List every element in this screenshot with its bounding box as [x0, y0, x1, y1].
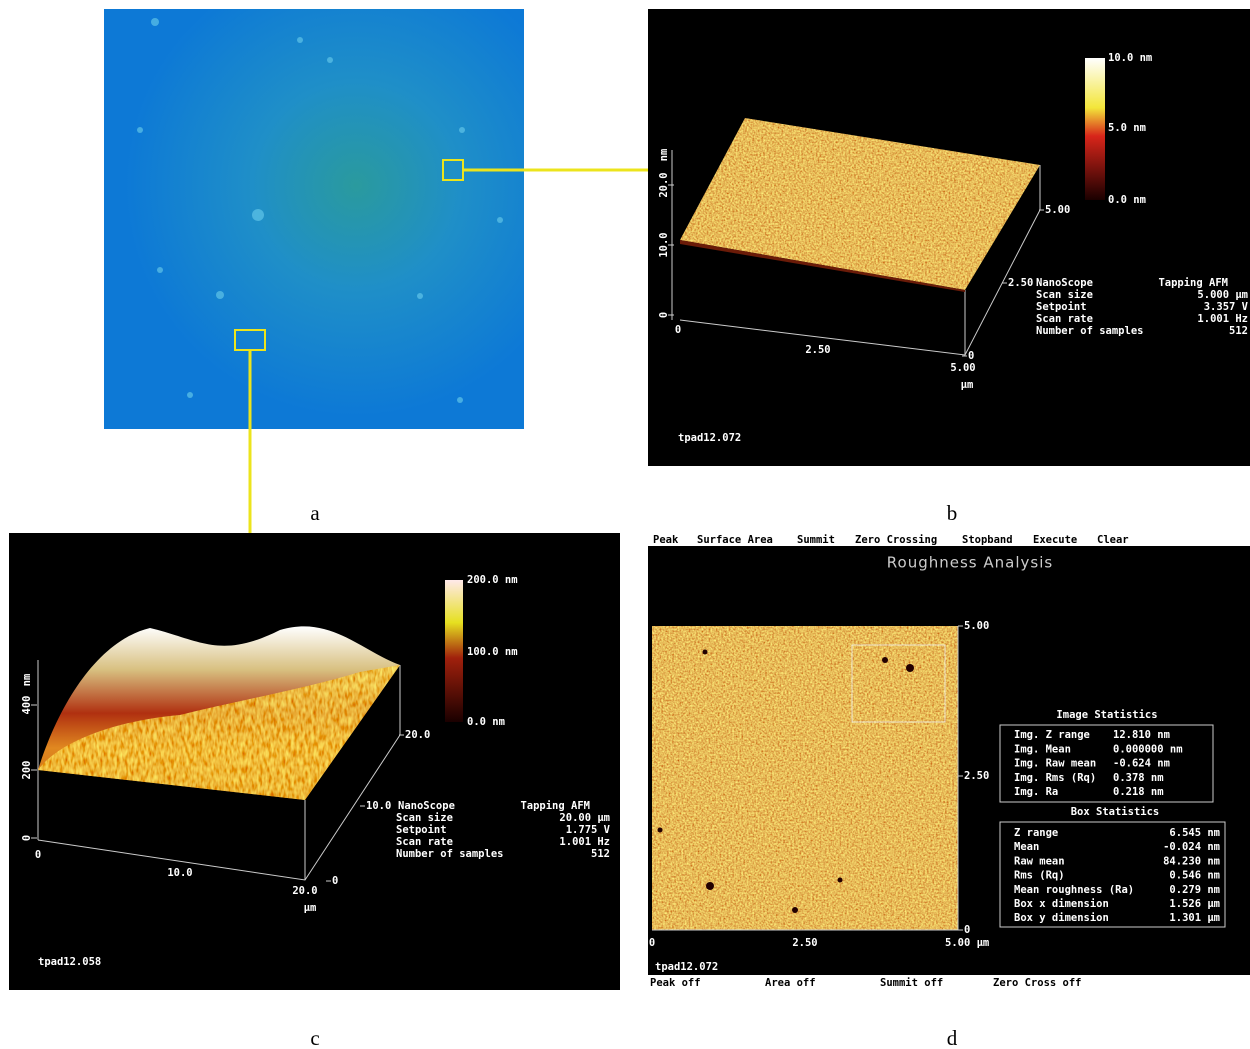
info-value: 1.775 V: [566, 824, 611, 836]
info-label: Number of samples: [1036, 325, 1143, 337]
stat-value: -0.624 nm: [1113, 758, 1170, 770]
colorbar: [1085, 58, 1105, 200]
stat-value: 0.378 nm: [1113, 772, 1164, 784]
y-tick-label: 2.50: [1008, 277, 1033, 289]
filename: tpad12.058: [38, 956, 101, 968]
x-tick-label: 2.50: [792, 937, 817, 949]
x-tick-label: 0: [35, 849, 41, 861]
status-item: Area off: [765, 977, 816, 989]
x-axis-unit: µm: [961, 379, 974, 391]
mode: Tapping AFM: [520, 800, 590, 812]
mode: Tapping AFM: [1158, 277, 1228, 289]
stat-value: 0.546 nm: [1169, 870, 1220, 882]
stat-label: Img. Raw mean: [1014, 758, 1096, 770]
stat-label: Img. Z range: [1014, 729, 1090, 741]
info-label: Scan rate: [1036, 313, 1093, 325]
filename: tpad12.072: [655, 961, 718, 973]
colorbar-label: 10.0 nm: [1108, 52, 1152, 64]
stat-label: Img. Rms (Rq): [1014, 772, 1096, 784]
panel-label: d: [947, 1026, 958, 1049]
colorbar-label: 100.0 nm: [467, 646, 518, 658]
y-tick-label: 0: [332, 875, 338, 887]
y-tick-label: 20.0: [405, 729, 430, 741]
menu-item[interactable]: Summit: [797, 534, 835, 546]
analysis-title: Roughness Analysis: [887, 554, 1053, 572]
menu-item[interactable]: Clear: [1097, 534, 1129, 546]
filename: tpad12.072: [678, 432, 741, 444]
z-axis-unit: nm: [658, 149, 670, 162]
panel-label: c: [310, 1026, 319, 1049]
menu-item[interactable]: Surface Area: [697, 534, 773, 546]
info-value: 1.001 Hz: [559, 836, 610, 848]
colorbar-label: 5.0 nm: [1108, 122, 1146, 134]
colorbar-label: 200.0 nm: [467, 574, 518, 586]
stat-label: Box y dimension: [1014, 912, 1109, 924]
y-tick-label: 5.00: [1045, 204, 1070, 216]
menu-item[interactable]: Peak: [653, 534, 679, 546]
y-tick-label: 0: [968, 350, 974, 362]
info-value: 512: [1229, 325, 1248, 337]
y-tick-label: 2.50: [964, 770, 989, 782]
x-tick-label: 0: [649, 937, 655, 949]
stat-label: Raw mean: [1014, 855, 1065, 867]
status-item: Zero Cross off: [993, 977, 1082, 989]
stat-label: Box x dimension: [1014, 898, 1109, 910]
x-tick-label: 10.0: [167, 867, 192, 879]
menu-item[interactable]: Zero Crossing: [855, 534, 937, 546]
info-label: Number of samples: [396, 848, 503, 860]
stat-label: Mean: [1014, 841, 1039, 853]
stat-label: Img. Ra: [1014, 786, 1058, 798]
y-tick-label: 5.00: [964, 620, 989, 632]
info-value: 20.00 µm: [559, 812, 610, 824]
x-tick-label: 5.00 µm: [945, 937, 989, 949]
y-tick-label: 10.0: [366, 800, 391, 812]
stat-label: Z range: [1014, 827, 1058, 839]
info-value: 1.001 Hz: [1197, 313, 1248, 325]
stat-value: 1.301 µm: [1169, 912, 1220, 924]
status-item: Peak off: [650, 977, 701, 989]
stats-title: Box Statistics: [1071, 806, 1160, 818]
instrument: NanoScope: [1036, 277, 1093, 289]
stat-value: 0.279 nm: [1169, 884, 1220, 896]
info-label: Scan rate: [396, 836, 453, 848]
stat-label: Rms (Rq): [1014, 870, 1065, 882]
colorbar-label: 0.0 nm: [1108, 194, 1146, 206]
stat-label: Mean roughness (Ra): [1014, 884, 1134, 896]
info-label: Setpoint: [396, 824, 447, 836]
stat-value: 1.526 µm: [1169, 898, 1220, 910]
y-tick-label: 0: [964, 924, 970, 936]
colorbar-label: 0.0 nm: [467, 716, 505, 728]
info-label: Scan size: [396, 812, 453, 824]
panel-label: b: [947, 501, 958, 525]
info-value: 5.000 µm: [1197, 289, 1248, 301]
stat-value: 6.545 nm: [1169, 827, 1220, 839]
stat-label: Img. Mean: [1014, 743, 1071, 755]
info-label: Scan size: [1036, 289, 1093, 301]
colorbar: [445, 580, 463, 722]
figure: a b c d 0 10.0 20.0 nm 0 2.50 5.00 µm 0 2.50 5.00 10.0 …: [0, 0, 1250, 1049]
x-tick-label: 20.0: [292, 885, 317, 897]
x-axis-unit: µm: [304, 902, 317, 914]
menu-item[interactable]: Stopband: [962, 534, 1013, 546]
stat-value: 0.000000 nm: [1113, 743, 1183, 755]
info-label: Setpoint: [1036, 301, 1087, 313]
x-tick-label: 0: [675, 324, 681, 336]
stat-value: 12.810 nm: [1113, 729, 1170, 741]
x-tick-label: 5.00: [950, 362, 975, 374]
info-value: 512: [591, 848, 610, 860]
roughness-image: [652, 626, 958, 930]
instrument: NanoScope: [398, 800, 455, 812]
stat-value: 0.218 nm: [1113, 786, 1164, 798]
z-axis-unit: nm: [21, 674, 33, 687]
x-tick-label: 2.50: [805, 344, 830, 356]
panel-label: a: [310, 501, 320, 525]
stat-value: 84.230 nm: [1163, 855, 1220, 867]
status-item: Summit off: [880, 977, 943, 989]
menu-item[interactable]: Execute: [1033, 534, 1077, 546]
info-value: 3.357 V: [1204, 301, 1249, 313]
optical-image: [104, 9, 524, 429]
stat-value: -0.024 nm: [1163, 841, 1220, 853]
stats-title: Image Statistics: [1056, 709, 1157, 721]
